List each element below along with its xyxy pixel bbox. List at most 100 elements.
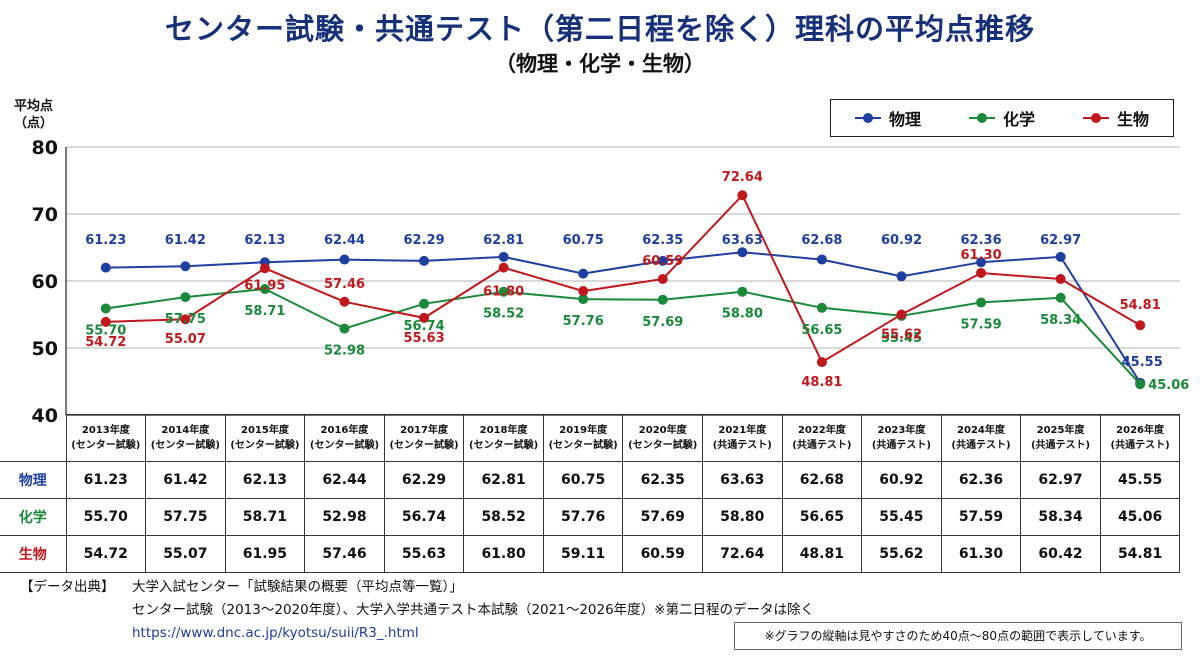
table-cell: 61.42 — [145, 461, 226, 499]
table-cell: 58.80 — [702, 498, 783, 536]
data-label: 45.55 — [1122, 355, 1163, 370]
data-point — [657, 255, 668, 266]
table-cell: 60.59 — [622, 535, 703, 573]
data-point — [737, 286, 748, 297]
table-header-cell: 2018年度 (センター試験) — [463, 414, 544, 462]
data-point — [180, 314, 191, 325]
category-year: 2026年度 — [1116, 425, 1165, 436]
data-label: 62.81 — [483, 233, 524, 248]
data-label: 60.75 — [563, 233, 604, 248]
data-point — [976, 257, 987, 268]
data-point — [1135, 379, 1146, 390]
data-point — [419, 298, 430, 309]
legend-label-biology: 生物 — [1116, 110, 1149, 129]
table-cell: 62.97 — [1020, 461, 1101, 499]
legend-item-physics: 物理 — [854, 106, 921, 130]
data-point — [1055, 292, 1066, 303]
data-point — [259, 263, 270, 274]
data-label: 62.35 — [642, 233, 683, 248]
data-point — [259, 284, 270, 295]
data-label: 62.29 — [404, 233, 445, 248]
category-exam-type: (共通テスト) — [1110, 440, 1170, 451]
table-cell: 56.74 — [383, 498, 465, 536]
table-header-cell: 2025年度 (共通テスト) — [1020, 414, 1101, 462]
category-year: 2018年度 — [479, 425, 528, 436]
category-year: 2021年度 — [718, 425, 767, 436]
table-cell: 61.80 — [463, 535, 544, 573]
table-header-cell: 2026年度 (共通テスト) — [1099, 414, 1181, 462]
data-label: 57.59 — [961, 317, 1002, 332]
data-point — [100, 262, 111, 273]
data-label: 61.80 — [483, 285, 524, 300]
table-row: 化学 55.70 57.75 58.71 52.98 56.74 58.52 57.76 57.… — [0, 498, 1181, 536]
data-label: 61.23 — [85, 233, 126, 248]
data-point — [578, 286, 589, 297]
category-exam-type: (センター試験) — [548, 440, 618, 451]
data-point — [180, 261, 191, 272]
data-label: 58.52 — [483, 307, 524, 322]
table-cell: 61.30 — [940, 535, 1022, 573]
data-point — [896, 309, 907, 320]
data-label: 55.63 — [404, 331, 445, 346]
data-label: 62.44 — [324, 233, 365, 248]
table-cell: 62.36 — [940, 461, 1022, 499]
table-cell: 55.62 — [861, 535, 942, 573]
table-cell: 62.44 — [304, 461, 385, 499]
data-point — [657, 294, 668, 305]
category-year: 2023年度 — [877, 425, 926, 436]
category-year: 2015年度 — [240, 425, 289, 436]
data-point — [976, 297, 987, 308]
table-cell: 57.46 — [304, 535, 385, 573]
source-url-link[interactable]: https://www.dnc.ac.jp/kyotsu/suii/R3_.ht… — [132, 625, 419, 641]
data-label: 62.13 — [244, 233, 285, 248]
table-cell: 45.55 — [1099, 461, 1181, 499]
data-label: 55.07 — [165, 332, 206, 347]
table-row-label: 化学 — [0, 498, 67, 536]
data-label: 58.71 — [244, 304, 285, 319]
table-row-label: 物理 — [0, 461, 67, 499]
category-year: 2022年度 — [797, 425, 846, 436]
table-cell: 57.75 — [145, 498, 226, 536]
data-label: 61.42 — [165, 233, 206, 248]
series-line-2 — [105, 193, 1141, 364]
y-axis-label-line1: 平均点 — [14, 99, 54, 114]
data-point — [498, 286, 509, 297]
data-label: 60.59 — [642, 254, 683, 269]
series-line-0 — [105, 251, 1142, 384]
data-point — [976, 267, 987, 278]
table-row: 物理 61.23 61.42 62.13 62.44 62.29 62.81 60.75 62.… — [0, 461, 1181, 499]
data-label: 55.45 — [881, 331, 922, 346]
y-tick-label: 80 — [32, 137, 58, 159]
data-table: 2013年度 (センター試験) 2014年度 (センター試験) 2015年度 (センター試… — [0, 414, 1181, 573]
table-cell: 54.81 — [1099, 535, 1181, 573]
data-point — [896, 271, 907, 282]
data-point — [657, 273, 668, 284]
category-year: 2020年度 — [638, 425, 687, 436]
category-year: 2013年度 — [81, 425, 130, 436]
source-label: 【データ出典】 — [20, 579, 115, 595]
data-label: 58.80 — [722, 307, 763, 322]
table-cell: 55.63 — [383, 535, 465, 573]
legend-item-biology: 生物 — [1082, 106, 1149, 130]
table-cell: 52.98 — [304, 498, 385, 536]
data-point — [1055, 273, 1066, 284]
table-cell: 57.76 — [542, 498, 624, 536]
table-header-cell: 2019年度 (センター試験) — [542, 414, 624, 462]
category-exam-type: (共通テスト) — [871, 440, 931, 451]
data-point — [578, 268, 589, 279]
chart-title: センター試験・共通テスト（第二日程を除く）理科の平均点推移 — [164, 12, 1035, 46]
table-header-cell: 2022年度 (共通テスト) — [781, 414, 863, 462]
table-header-cell: 2020年度 (センター試験) — [622, 414, 703, 462]
table-cell: 56.65 — [781, 498, 863, 536]
table-cell: 45.06 — [1099, 498, 1181, 536]
table-row: 生物 54.72 55.07 61.95 57.46 55.63 61.80 59.11 60.… — [0, 535, 1181, 573]
data-source: 【データ出典】 大学入試センター「試験結果の概要（平均点等一覧）」 センター試験（… — [20, 576, 814, 645]
data-point — [578, 294, 589, 305]
category-year: 2016年度 — [320, 425, 369, 436]
y-axis-label: 平均点 （点） — [14, 98, 53, 132]
data-label: 57.69 — [642, 315, 683, 330]
data-label: 56.74 — [404, 319, 445, 334]
table-corner — [0, 414, 66, 462]
y-axis-label-line2: （点） — [14, 116, 54, 131]
